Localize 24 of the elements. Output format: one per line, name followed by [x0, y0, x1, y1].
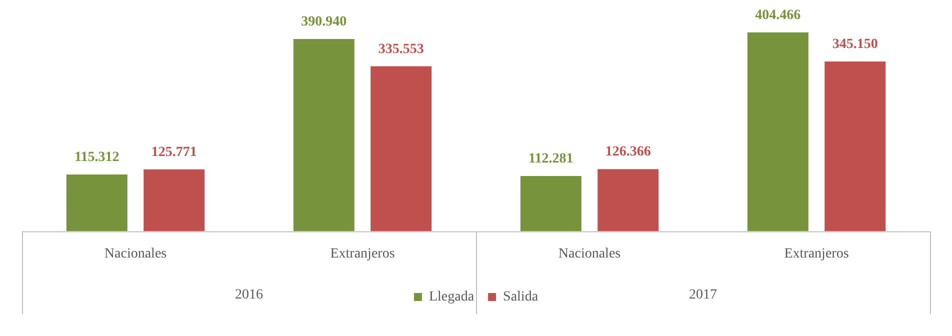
data-label: 335.553: [378, 42, 424, 57]
bar: [66, 174, 128, 232]
data-label: 115.312: [74, 150, 120, 166]
text: 2016: [235, 288, 263, 303]
x-tick-label: Extranjeros: [784, 246, 849, 262]
legend-label: Llegada: [428, 290, 475, 305]
x-tick-label: Extranjeros: [330, 246, 395, 262]
data-label: 126.366: [605, 144, 651, 160]
text: 2017: [689, 288, 717, 303]
data-label: 404.466: [755, 8, 801, 23]
data-label: 112.281: [528, 152, 574, 167]
x-tick-label: Nacionales: [558, 246, 621, 262]
bar: [520, 176, 582, 232]
bar: [747, 32, 808, 232]
bar: [293, 39, 354, 232]
bar: [144, 169, 205, 232]
data-label: 390.940: [301, 14, 347, 30]
data-label: 125.771: [151, 144, 197, 160]
x-tick-label: Nacionales: [104, 246, 167, 262]
legend-label: Salida: [503, 290, 539, 305]
bar: [370, 66, 432, 232]
bar: [598, 169, 659, 232]
data-label: 345.150: [832, 37, 878, 52]
bar: [824, 62, 886, 232]
